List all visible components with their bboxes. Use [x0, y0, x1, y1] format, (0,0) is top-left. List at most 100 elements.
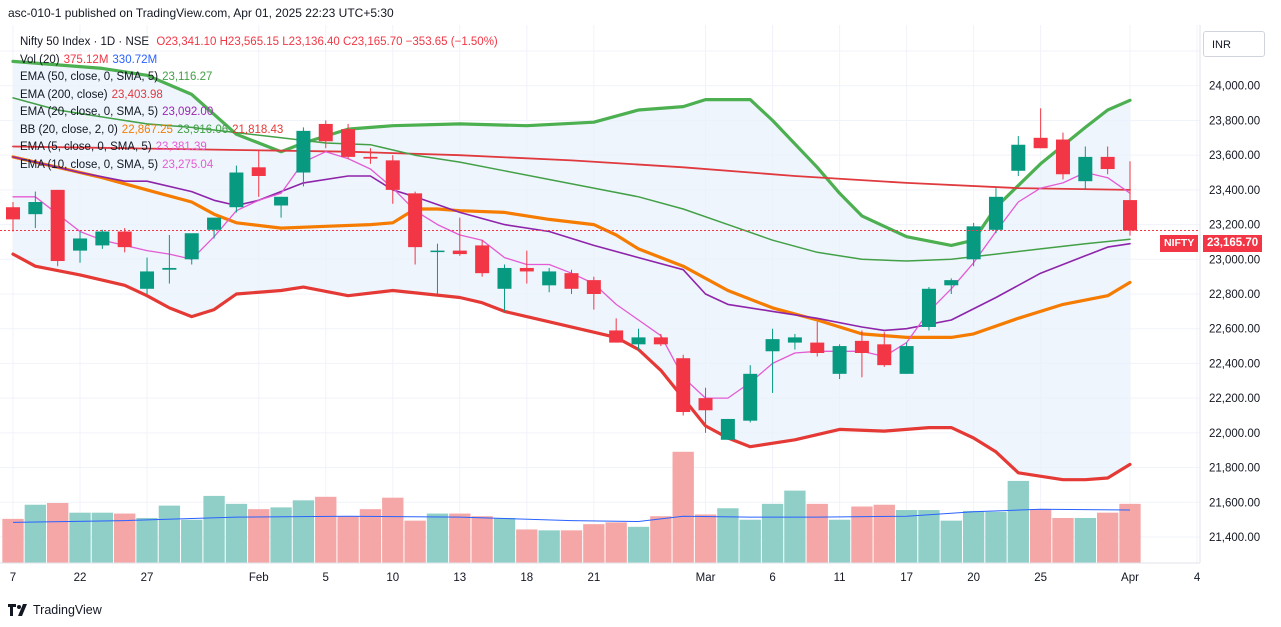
- candle-body: [676, 358, 691, 413]
- legend-ema200[interactable]: EMA (200, close) 23,403.98: [20, 87, 498, 105]
- legend-bb-upper: 23,916.06: [176, 123, 229, 136]
- candle: [497, 264, 512, 312]
- volume-bar: [493, 517, 516, 563]
- candle-body: [765, 339, 780, 352]
- volume-bar: [136, 517, 158, 563]
- candle: [430, 243, 445, 296]
- volume-bar: [315, 496, 337, 563]
- volume-bar: [114, 513, 136, 563]
- candle-body: [921, 288, 936, 327]
- volume-bar: [203, 495, 225, 563]
- legend: Nifty 50 Index · 1D · NSE O23,341.10 H23…: [20, 34, 498, 174]
- volume-bar: [24, 504, 47, 563]
- candle: [1123, 161, 1137, 236]
- volume-bar: [337, 516, 359, 563]
- candle: [698, 387, 713, 433]
- candle: [519, 250, 534, 284]
- time-tick-label: 22: [74, 572, 87, 584]
- volume-bar: [806, 503, 828, 563]
- volume-bar: [985, 511, 1007, 563]
- legend-vol[interactable]: Vol (20) 375.12M 330.72M: [20, 52, 498, 70]
- time-tick-label: 7: [10, 572, 16, 584]
- legend-ema10[interactable]: EMA (10, close, 0, SMA, 5) 23,275.04: [20, 157, 498, 175]
- candle: [765, 328, 780, 393]
- price-tick-label: 23,800.00: [1209, 115, 1260, 127]
- candle-body: [251, 167, 266, 176]
- price-tick-label: 21,600.00: [1209, 497, 1260, 509]
- candle-body: [318, 123, 333, 142]
- candle: [854, 330, 869, 378]
- candle-body: [363, 156, 378, 159]
- candle-body: [475, 245, 490, 274]
- volume-bar: [516, 529, 538, 563]
- candle-body: [743, 373, 758, 421]
- legend-main[interactable]: Nifty 50 Index · 1D · NSE O23,341.10 H23…: [20, 34, 498, 52]
- tradingview-brand[interactable]: TradingView: [8, 603, 102, 617]
- series-line-ema-50: [12, 97, 1131, 262]
- time-tick-label: 5: [323, 572, 329, 584]
- volume-bar: [47, 502, 69, 563]
- candle-body: [296, 130, 311, 173]
- candle-body: [698, 398, 713, 411]
- volume-bar: [270, 507, 292, 563]
- candle: [341, 123, 356, 159]
- candle: [475, 240, 490, 277]
- candle-body: [720, 418, 735, 440]
- volume-bar: [694, 514, 717, 563]
- candle-body: [341, 129, 356, 157]
- legend-ema50-label: EMA (50, close, 0, SMA, 5): [20, 71, 159, 83]
- legend-ema5[interactable]: EMA (5, close, 0, SMA, 5) 23,381.39: [20, 139, 498, 157]
- candle-body: [988, 196, 1003, 230]
- legend-bb-basis: 22,867.25: [121, 123, 173, 136]
- candle-body: [1078, 156, 1093, 182]
- legend-ema20[interactable]: EMA (20, close, 0, SMA, 5) 23,092.00: [20, 104, 498, 122]
- volume-bar: [158, 505, 181, 563]
- volume-bar: [962, 510, 985, 563]
- time-tick-label: 6: [769, 572, 775, 584]
- candle-body: [207, 217, 222, 230]
- time-tick-label: 21: [587, 572, 600, 584]
- volume-bar: [91, 512, 114, 563]
- currency-select[interactable]: INR: [1203, 31, 1265, 57]
- candle: [720, 418, 735, 440]
- candle: [73, 231, 88, 263]
- candle-body: [1100, 156, 1115, 170]
- volume-bar: [359, 509, 382, 563]
- time-tick-label: 17: [900, 572, 913, 584]
- legend-ema50[interactable]: EMA (50, close, 0, SMA, 5) 23,116.27: [20, 69, 498, 87]
- volume-bar: [761, 503, 784, 563]
- legend-main-label: Nifty 50 Index · 1D · NSE: [20, 36, 150, 48]
- candle-body: [944, 280, 959, 286]
- candle: [28, 191, 43, 229]
- candle-body: [50, 189, 65, 262]
- candle-body: [430, 250, 445, 253]
- volume-bar: [672, 451, 694, 563]
- series-line-bb-basis-ema20: [11, 155, 1132, 339]
- volume-bar: [895, 510, 918, 563]
- legend-ema5-value: 23,381.39: [155, 141, 207, 153]
- candle: [50, 189, 65, 267]
- candle: [296, 127, 311, 187]
- candle-body: [140, 271, 155, 289]
- brand-label: TradingView: [33, 603, 102, 617]
- volume-bar: [873, 504, 895, 563]
- candle-body: [609, 330, 624, 343]
- candle-body: [95, 231, 110, 246]
- price-tick-label: 23,600.00: [1209, 150, 1260, 162]
- candle: [564, 269, 579, 294]
- candle: [95, 229, 110, 249]
- candle-body: [6, 207, 20, 220]
- legend-ema10-label: EMA (10, close, 0, SMA, 5): [20, 158, 159, 171]
- volume-bar: [739, 519, 761, 563]
- volume-bar: [918, 510, 940, 563]
- candle-body: [184, 233, 199, 260]
- time-tick-label: 18: [520, 572, 533, 584]
- candle-body: [452, 250, 467, 255]
- volume-bar: [382, 497, 404, 563]
- candle-body: [162, 267, 177, 270]
- time-tick-label: 25: [1034, 572, 1047, 584]
- candle: [385, 155, 400, 204]
- volume-bar: [1119, 503, 1141, 563]
- legend-bb[interactable]: BB (20, close, 2, 0) 22,867.25 23,916.06 21…: [20, 122, 498, 140]
